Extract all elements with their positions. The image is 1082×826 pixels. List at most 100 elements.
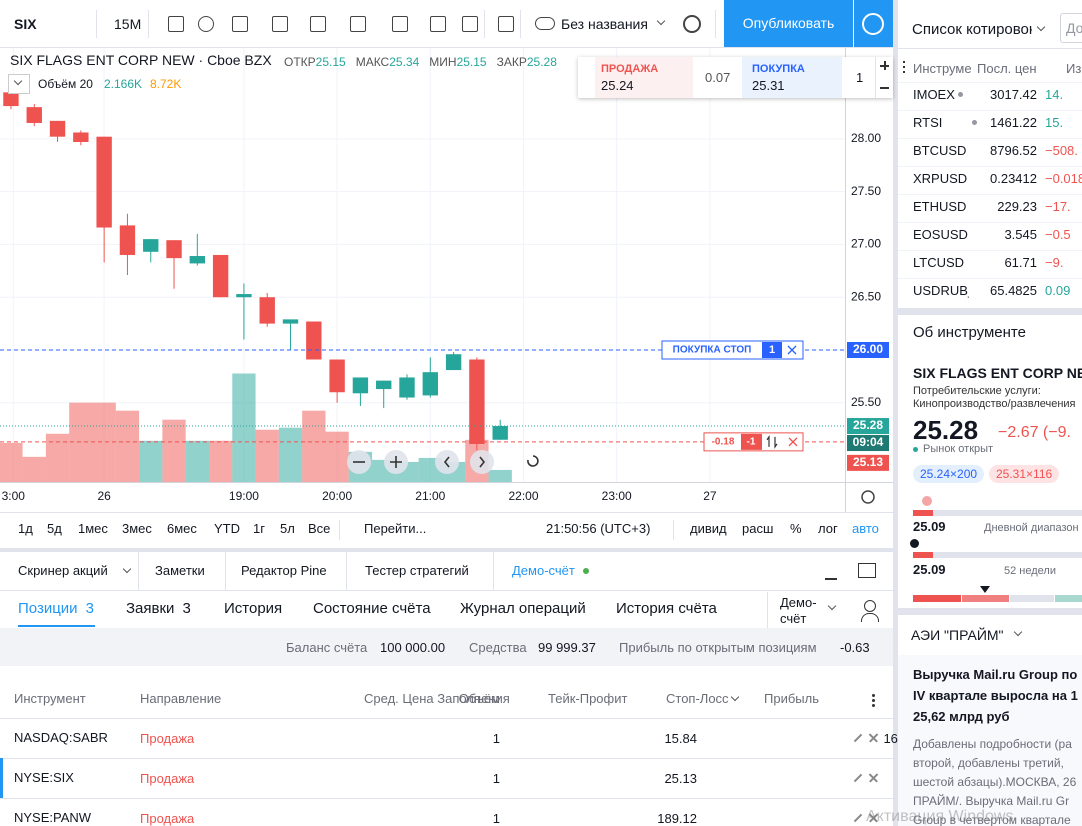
watchlist-col[interactable]: Изм <box>1066 61 1082 76</box>
position-row[interactable] <box>0 718 893 758</box>
axis-option[interactable]: расш <box>742 521 774 536</box>
chart-type-icon[interactable] <box>498 16 514 32</box>
menu-dot <box>903 66 905 68</box>
news-source[interactable]: АЭИ "ПРАЙМ" <box>911 627 1004 643</box>
row-avg-price: 15.84 <box>664 731 697 746</box>
tool-icon[interactable] <box>430 16 446 32</box>
column-header[interactable]: Тейк-Профит <box>548 691 628 706</box>
axis-option[interactable]: авто <box>852 521 879 536</box>
range-button[interactable]: 3мес <box>122 521 152 536</box>
row-qty: 1 <box>492 771 500 786</box>
axis-option[interactable]: дивид <box>690 521 727 536</box>
column-header[interactable]: Объём <box>458 691 500 706</box>
y-tick-label: 27.00 <box>851 237 881 251</box>
tool-icon[interactable] <box>168 16 184 32</box>
separator <box>484 10 485 38</box>
column-header[interactable]: Прибыль <box>764 691 819 706</box>
minimize-icon[interactable] <box>825 578 837 580</box>
range-button[interactable]: 1д <box>18 521 33 536</box>
watchlist-symbol[interactable]: IMOEX <box>913 87 955 102</box>
subtab-underline <box>18 625 95 627</box>
panel-tab[interactable]: Заметки <box>155 563 205 578</box>
time-axis-settings <box>861 490 875 504</box>
subtab-label: Журнал операций <box>460 600 586 617</box>
volume-bar <box>208 440 233 482</box>
watchlist-symbol[interactable]: EOSUSD <box>913 227 968 242</box>
buy-button[interactable] <box>742 57 842 98</box>
tool-icon[interactable] <box>310 16 326 32</box>
panel-tab[interactable]: Скринер акций <box>18 563 108 578</box>
maximize-icon[interactable] <box>858 563 876 578</box>
news-headline[interactable]: Выручка Mail.ru Group по <box>913 667 1078 682</box>
volume-ma: 2.166K <box>104 77 143 91</box>
watchlist-symbol[interactable]: ETHUSD <box>913 199 967 214</box>
subtab[interactable]: Журнал операций <box>460 600 586 617</box>
news-body: второй, добавлены третий, <box>913 756 1064 770</box>
legend-toggle[interactable] <box>8 74 30 94</box>
publish-button[interactable]: Опубликовать <box>724 0 853 47</box>
interval[interactable]: 15M <box>114 16 142 32</box>
position-row[interactable] <box>0 758 893 798</box>
clock: 21:50:56 (UTC+3) <box>546 521 651 536</box>
watchlist-symbol[interactable]: USDRUB_ <box>913 283 969 298</box>
column-header[interactable]: Инструмент <box>14 691 86 706</box>
subtab[interactable]: История <box>224 600 282 617</box>
play-icon <box>862 13 884 35</box>
volume-bar <box>22 456 46 482</box>
x-tick-label: 20:00 <box>322 489 352 503</box>
column-header[interactable]: Сред. Цена Заполнения <box>364 691 510 706</box>
zoom-button[interactable] <box>470 450 494 474</box>
axis-option[interactable]: % <box>790 521 802 536</box>
range-button[interactable]: 5д <box>47 521 62 536</box>
range-button[interactable]: 5л <box>280 521 295 536</box>
panel-tab[interactable]: Редактор Pine <box>241 563 327 578</box>
market-status: Рынок открыт <box>923 443 994 455</box>
stop-order-close <box>787 345 797 355</box>
watchlist-col[interactable]: Посл. цен <box>977 61 1037 76</box>
tool-icon[interactable] <box>392 16 408 32</box>
subtab[interactable]: Заявки 3 <box>126 600 191 617</box>
watchlist-col[interactable]: Инструме <box>913 61 972 76</box>
tool-icon[interactable] <box>462 16 478 32</box>
watchlist-title[interactable]: Список котировок <box>912 21 1032 38</box>
tool-icon[interactable] <box>350 16 366 32</box>
position-row[interactable] <box>0 798 893 826</box>
settings-icon[interactable] <box>683 15 701 33</box>
range-button[interactable]: 6мес <box>167 521 197 536</box>
sell-button[interactable] <box>595 57 693 98</box>
zoom-button[interactable] <box>435 450 459 474</box>
watchlist-symbol[interactable]: LTCUSD <box>913 255 965 270</box>
watchlist-symbol[interactable]: XRPUSD <box>913 171 968 186</box>
tool-icon[interactable] <box>272 16 288 32</box>
subtab-label: История <box>224 600 283 617</box>
tool-icon[interactable] <box>198 16 214 32</box>
layout-name[interactable]: Без названия <box>561 16 648 32</box>
subtab[interactable]: История счёта <box>616 600 717 617</box>
symbol[interactable]: SIX <box>14 16 37 32</box>
ask-chip: 25.31×116 <box>989 465 1060 483</box>
overlay: 25.50 26.00 26.50 27.00 27.50 28.00 3:00 26 19:0… <box>0 48 893 513</box>
column-header[interactable]: Направление <box>140 691 222 706</box>
account-selector[interactable]: Демо-счёт <box>780 595 817 626</box>
subtab[interactable]: Состояние счёта <box>313 600 431 617</box>
news-headline[interactable]: IV квартале выросла на 1 <box>913 688 1078 703</box>
news-headline[interactable]: 25,62 млрд руб <box>913 709 1010 724</box>
tool-icon[interactable] <box>232 16 248 32</box>
column-header[interactable]: Стоп-Лосс <box>666 691 729 706</box>
panel-tab[interactable]: Демо-счёт <box>512 563 575 578</box>
watchlist-symbol[interactable]: RTSI <box>913 115 943 130</box>
axis-option[interactable]: лог <box>818 521 838 536</box>
watchlist-symbol[interactable]: BTCUSD <box>913 143 967 158</box>
range-button[interactable]: 1г <box>253 521 265 536</box>
day-range-fill <box>913 510 933 516</box>
qty-minus[interactable] <box>880 87 889 89</box>
range-button[interactable]: 1мес <box>78 521 108 536</box>
range-button[interactable]: Все <box>308 521 331 536</box>
position-qty-box <box>741 433 762 450</box>
watchlist-change: −508. <box>1045 143 1078 158</box>
goto-button[interactable]: Перейти... <box>364 521 427 536</box>
range-button[interactable]: YTD <box>214 521 240 536</box>
subtab[interactable]: Позиции 3 <box>18 600 94 617</box>
row-avg-price: 189.12 <box>657 811 697 826</box>
panel-tab[interactable]: Тестер стратегий <box>365 563 469 578</box>
